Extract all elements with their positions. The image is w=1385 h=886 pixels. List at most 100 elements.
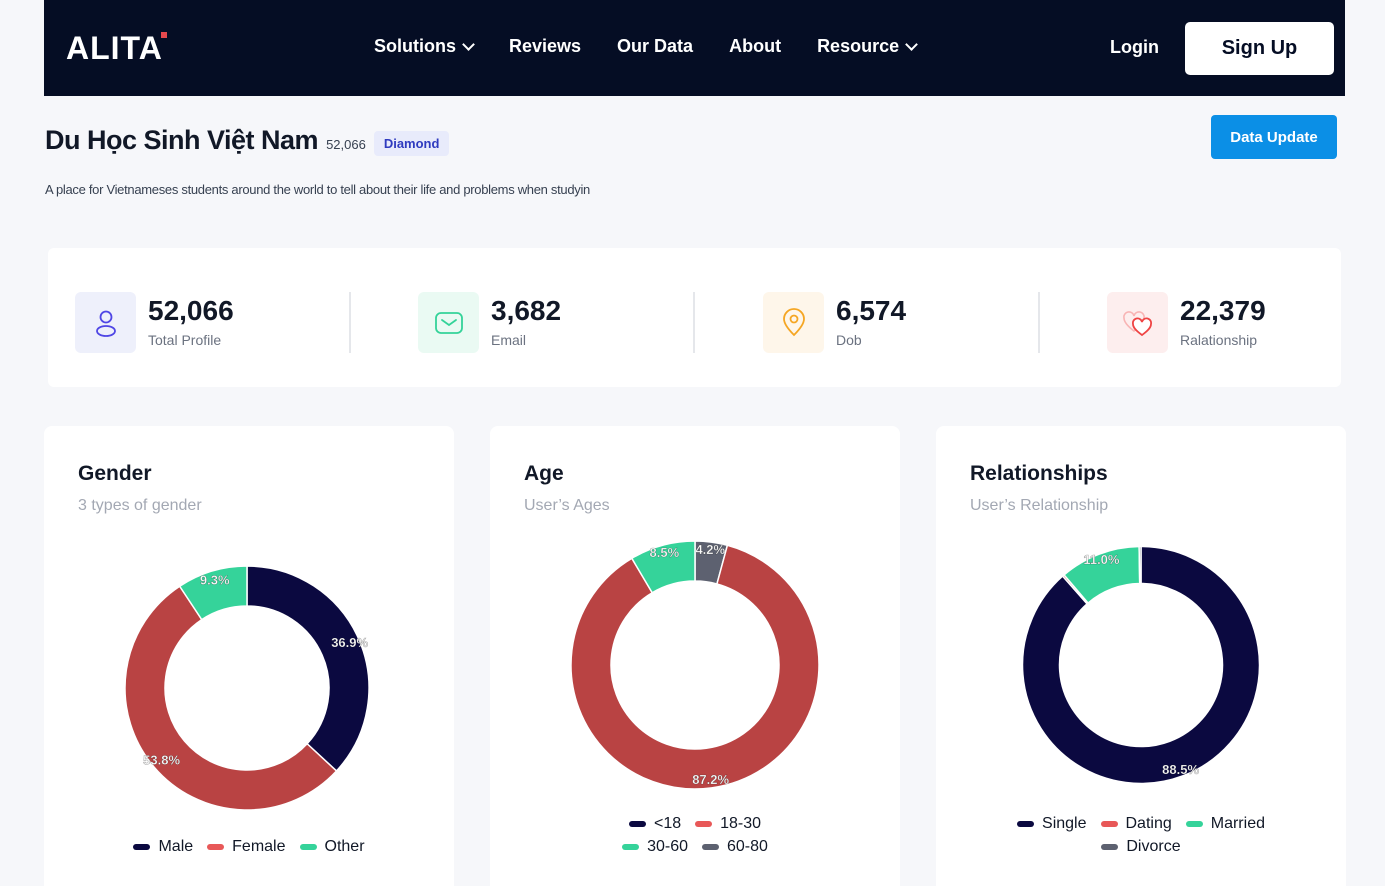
age-donut-chart: 4.2% 87.2% 8.5% (570, 540, 820, 790)
relationship-legend: Single Dating Married Divorce (936, 812, 1346, 858)
legend-label: 30-60 (647, 838, 688, 855)
legend-label: Male (158, 838, 194, 855)
menu-item-our-data[interactable]: Our Data (617, 36, 693, 57)
slice-value-label: 11.0% (1083, 552, 1120, 567)
card-title: Age (524, 462, 564, 485)
legend-swatch (299, 843, 317, 850)
donut-slice-other[interactable] (178, 565, 248, 621)
slice-value-label: 4.2% (695, 542, 725, 557)
legend-item[interactable]: Single (1017, 812, 1087, 835)
legend-swatch (702, 843, 719, 850)
legend-swatch (1101, 843, 1119, 850)
card-subtitle: 3 types of gender (78, 497, 202, 514)
slice-value-label: 9.3% (200, 573, 230, 588)
legend-swatch (628, 820, 646, 827)
donut-slice-female[interactable] (124, 585, 338, 811)
menu-item-solutions[interactable]: Solutions (374, 36, 475, 57)
hearts-icon (1107, 292, 1168, 353)
member-count: 52,066 (326, 137, 366, 152)
menu-item-reviews[interactable]: Reviews (509, 36, 581, 57)
menu-item-about[interactable]: About (729, 36, 781, 57)
legend-swatch (207, 843, 225, 850)
legend-label: Dating (1125, 815, 1172, 832)
stat-label: Email (491, 332, 527, 348)
stat-relationship: 22,379 Ralationship (1107, 292, 1266, 353)
legend-swatch (1017, 820, 1035, 827)
legend-swatch (133, 843, 151, 850)
legend-swatch (1100, 820, 1118, 827)
page-description: A place for Vietnameses students around … (45, 182, 590, 197)
data-update-button[interactable]: Data Update (1211, 115, 1337, 159)
legend-item[interactable]: 30-60 (622, 835, 688, 858)
card-subtitle: User’s Ages (524, 497, 610, 514)
relationship-donut-chart: 88.5% 11.0% (1021, 545, 1261, 785)
legend-item[interactable]: Female (207, 835, 286, 858)
donut-slice-male[interactable] (246, 565, 370, 773)
page-title: Du Học Sinh Việt Nam (45, 125, 319, 155)
top-navbar: ALITA Solutions Reviews Our Data About R… (44, 0, 1345, 96)
stat-label: Total Profile (148, 332, 222, 348)
legend-item[interactable]: 60-80 (702, 835, 768, 858)
location-pin-icon (763, 292, 824, 353)
legend-item[interactable]: Dating (1100, 812, 1172, 835)
slice-value-label: 87.2% (692, 772, 729, 787)
main-menu: Solutions Reviews Our Data About Resourc… (374, 36, 952, 57)
donut-slice-30-60[interactable] (630, 540, 696, 594)
stat-dob: 6,574 Dob (763, 292, 906, 353)
donut-slice-18-30[interactable] (570, 544, 820, 790)
legend-label: <18 (653, 815, 682, 832)
legend-label: Single (1042, 815, 1087, 832)
legend-item[interactable]: 18-30 (695, 812, 761, 835)
legend-item[interactable]: <18 (628, 812, 682, 835)
legend-label: Other (324, 838, 365, 855)
stat-divider (349, 292, 351, 353)
legend-item[interactable]: Male (133, 835, 193, 858)
relationship-chart-card: Relationships User’s Relationship 88.5% 1… (936, 426, 1346, 886)
legend-label: 18-30 (720, 815, 762, 832)
chevron-down-icon (462, 38, 475, 51)
gender-legend: Male Female Other (44, 835, 454, 858)
menu-label: Reviews (509, 36, 582, 56)
page-header: Du Học Sinh Việt Nam 52,066 Diamond (45, 125, 450, 156)
logo-text: ALITA (66, 30, 163, 66)
chevron-down-icon (905, 38, 918, 51)
stat-label: Ralationship (1180, 332, 1258, 348)
legend-item[interactable]: Married (1185, 812, 1265, 835)
stat-total-profile: 52,066 Total Profile (75, 292, 234, 353)
stat-divider (1038, 292, 1040, 353)
legend-label: 60-80 (727, 838, 768, 855)
gender-chart-card: Gender 3 types of gender 36.9% 53.8% 9.3% … (44, 426, 454, 886)
login-link[interactable]: Login (1110, 37, 1159, 57)
legend-swatch (622, 843, 640, 850)
slice-value-label: 36.9% (331, 635, 368, 650)
stat-label: Dob (836, 332, 862, 348)
age-legend: <18 18-30 30-60 60-80 (490, 812, 900, 858)
card-title: Relationships (970, 462, 1108, 485)
legend-label: Married (1210, 815, 1265, 832)
menu-label: Solutions (374, 36, 456, 56)
logo-accent (160, 32, 167, 38)
slice-value-label: 8.5% (650, 545, 680, 560)
legend-label: Female (232, 838, 286, 855)
card-title: Gender (78, 462, 152, 485)
legend-label: Divorce (1126, 838, 1181, 855)
menu-item-resource[interactable]: Resource (817, 36, 918, 57)
menu-label: About (729, 36, 782, 56)
alita-logo[interactable]: ALITA (66, 30, 167, 67)
legend-item[interactable]: Other (299, 835, 365, 858)
signup-button[interactable]: Sign Up (1185, 22, 1334, 75)
stat-value: 6,574 (836, 295, 907, 326)
legend-item[interactable]: Divorce (1101, 835, 1181, 858)
user-icon (75, 292, 136, 353)
stat-email: 3,682 Email (418, 292, 561, 353)
stat-value: 52,066 (148, 295, 234, 326)
slice-value-label: 53.8% (143, 752, 180, 767)
stat-value: 3,682 (491, 295, 562, 326)
donut-slice-single[interactable] (1021, 545, 1261, 785)
stat-value: 22,379 (1180, 295, 1266, 326)
stat-divider (693, 292, 695, 353)
donut-slice-divorce[interactable] (1138, 545, 1142, 585)
menu-label: Resource (817, 36, 900, 56)
card-subtitle: User’s Relationship (970, 497, 1109, 514)
slice-value-label: 88.5% (1162, 762, 1199, 777)
